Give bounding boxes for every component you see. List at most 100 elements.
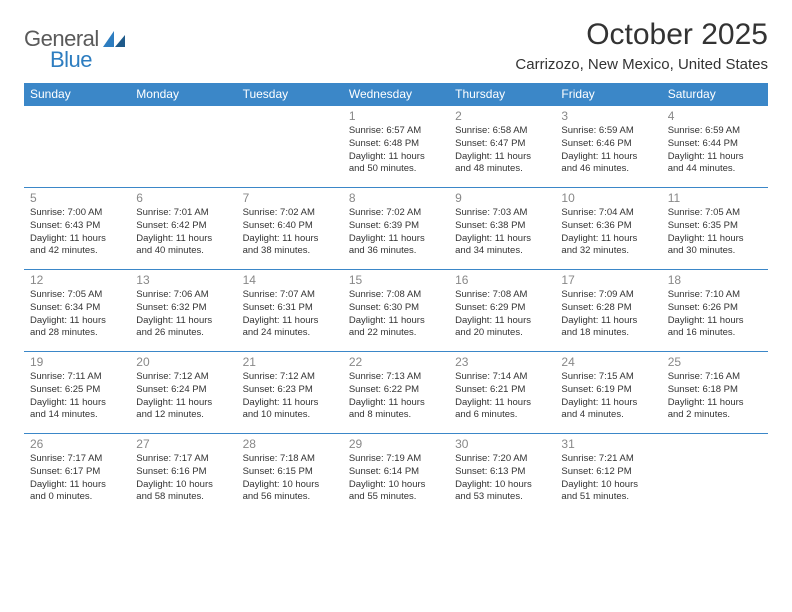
day-info: Sunrise: 6:57 AMSunset: 6:48 PMDaylight:… bbox=[349, 125, 443, 176]
day-cell: 24Sunrise: 7:15 AMSunset: 6:19 PMDayligh… bbox=[555, 352, 661, 434]
day-info: Sunrise: 7:21 AMSunset: 6:12 PMDaylight:… bbox=[561, 453, 655, 504]
day-cell: 12Sunrise: 7:05 AMSunset: 6:34 PMDayligh… bbox=[24, 270, 130, 352]
day-cell bbox=[662, 434, 768, 516]
day-info: Sunrise: 7:15 AMSunset: 6:19 PMDaylight:… bbox=[561, 371, 655, 422]
day-info: Sunrise: 7:03 AMSunset: 6:38 PMDaylight:… bbox=[455, 207, 549, 258]
day-number: 4 bbox=[668, 109, 762, 123]
day-number: 16 bbox=[455, 273, 549, 287]
day-cell: 10 Sunrise: 7:04 AMSunset: 6:36 PMDayligh… bbox=[555, 188, 661, 270]
day-info: Sunrise: 7:01 AMSunset: 6:42 PMDaylight:… bbox=[136, 207, 230, 258]
day-info: Sunrise: 7:16 AMSunset: 6:18 PMDaylight:… bbox=[668, 371, 762, 422]
day-info: Sunrise: 7:12 AMSunset: 6:24 PMDaylight:… bbox=[136, 371, 230, 422]
day-number: 7 bbox=[243, 191, 337, 205]
day-header-row: Sunday Monday Tuesday Wednesday Thursday… bbox=[24, 83, 768, 106]
day-cell: 7 Sunrise: 7:02 AMSunset: 6:40 PMDaylight… bbox=[237, 188, 343, 270]
day-info: Sunrise: 7:08 AMSunset: 6:30 PMDaylight:… bbox=[349, 289, 443, 340]
day-info: Sunrise: 7:09 AMSunset: 6:28 PMDaylight:… bbox=[561, 289, 655, 340]
day-info: Sunrise: 7:18 AMSunset: 6:15 PMDaylight:… bbox=[243, 453, 337, 504]
week-row: 5 Sunrise: 7:00 AMSunset: 6:43 PMDaylight… bbox=[24, 188, 768, 270]
day-number: 27 bbox=[136, 437, 230, 451]
day-info: Sunrise: 7:08 AMSunset: 6:29 PMDaylight:… bbox=[455, 289, 549, 340]
day-number: 2 bbox=[455, 109, 549, 123]
day-cell: 9 Sunrise: 7:03 AMSunset: 6:38 PMDaylight… bbox=[449, 188, 555, 270]
day-header-tuesday: Tuesday bbox=[237, 83, 343, 106]
week-row: 19Sunrise: 7:11 AMSunset: 6:25 PMDayligh… bbox=[24, 352, 768, 434]
day-number: 11 bbox=[668, 191, 762, 205]
day-number: 21 bbox=[243, 355, 337, 369]
week-row: 1 Sunrise: 6:57 AMSunset: 6:48 PMDaylight… bbox=[24, 106, 768, 188]
day-number: 20 bbox=[136, 355, 230, 369]
day-info: Sunrise: 7:04 AMSunset: 6:36 PMDaylight:… bbox=[561, 207, 655, 258]
title-block: October 2025 Carrizozo, New Mexico, Unit… bbox=[515, 18, 768, 73]
day-cell bbox=[24, 106, 130, 188]
day-info: Sunrise: 7:17 AMSunset: 6:16 PMDaylight:… bbox=[136, 453, 230, 504]
day-cell: 1 Sunrise: 6:57 AMSunset: 6:48 PMDaylight… bbox=[343, 106, 449, 188]
day-cell: 3Sunrise: 6:59 AMSunset: 6:46 PMDaylight… bbox=[555, 106, 661, 188]
day-number: 23 bbox=[455, 355, 549, 369]
day-info: Sunrise: 6:59 AMSunset: 6:44 PMDaylight:… bbox=[668, 125, 762, 176]
day-info: Sunrise: 7:07 AMSunset: 6:31 PMDaylight:… bbox=[243, 289, 337, 340]
day-info: Sunrise: 7:02 AMSunset: 6:39 PMDaylight:… bbox=[349, 207, 443, 258]
day-info: Sunrise: 6:59 AMSunset: 6:46 PMDaylight:… bbox=[561, 125, 655, 176]
day-number: 18 bbox=[668, 273, 762, 287]
logo-text-blue: Blue bbox=[24, 47, 92, 72]
day-cell: 15 Sunrise: 7:08 AMSunset: 6:30 PMDayligh… bbox=[343, 270, 449, 352]
day-number: 19 bbox=[30, 355, 124, 369]
calendar-table: Sunday Monday Tuesday Wednesday Thursday… bbox=[24, 83, 768, 516]
day-header-thursday: Thursday bbox=[449, 83, 555, 106]
location: Carrizozo, New Mexico, United States bbox=[515, 56, 768, 73]
day-cell: 29Sunrise: 7:19 AMSunset: 6:14 PMDayligh… bbox=[343, 434, 449, 516]
day-info: Sunrise: 7:20 AMSunset: 6:13 PMDaylight:… bbox=[455, 453, 549, 504]
day-cell: 28 Sunrise: 7:18 AMSunset: 6:15 PMDayligh… bbox=[237, 434, 343, 516]
day-cell: 18 Sunrise: 7:10 AMSunset: 6:26 PMDayligh… bbox=[662, 270, 768, 352]
day-cell bbox=[130, 106, 236, 188]
day-info: Sunrise: 7:10 AMSunset: 6:26 PMDaylight:… bbox=[668, 289, 762, 340]
day-cell: 5 Sunrise: 7:00 AMSunset: 6:43 PMDaylight… bbox=[24, 188, 130, 270]
day-number: 28 bbox=[243, 437, 337, 451]
day-cell: 26Sunrise: 7:17 AMSunset: 6:17 PMDayligh… bbox=[24, 434, 130, 516]
day-cell bbox=[237, 106, 343, 188]
day-header-sunday: Sunday bbox=[24, 83, 130, 106]
day-header-saturday: Saturday bbox=[662, 83, 768, 106]
day-header-friday: Friday bbox=[555, 83, 661, 106]
day-number: 22 bbox=[349, 355, 443, 369]
day-number: 12 bbox=[30, 273, 124, 287]
day-cell: 20 Sunrise: 7:12 AMSunset: 6:24 PMDayligh… bbox=[130, 352, 236, 434]
day-cell: 2 Sunrise: 6:58 AMSunset: 6:47 PMDaylight… bbox=[449, 106, 555, 188]
day-info: Sunrise: 7:14 AMSunset: 6:21 PMDaylight:… bbox=[455, 371, 549, 422]
day-cell: 21 Sunrise: 7:12 AMSunset: 6:23 PMDayligh… bbox=[237, 352, 343, 434]
day-cell: 19Sunrise: 7:11 AMSunset: 6:25 PMDayligh… bbox=[24, 352, 130, 434]
day-cell: 23 Sunrise: 7:14 AMSunset: 6:21 PMDayligh… bbox=[449, 352, 555, 434]
day-number: 5 bbox=[30, 191, 124, 205]
day-cell: 14Sunrise: 7:07 AMSunset: 6:31 PMDayligh… bbox=[237, 270, 343, 352]
day-cell: 16 Sunrise: 7:08 AMSunset: 6:29 PMDayligh… bbox=[449, 270, 555, 352]
logo-sail-icon bbox=[103, 31, 125, 47]
month-title: October 2025 bbox=[515, 18, 768, 52]
day-number: 15 bbox=[349, 273, 443, 287]
day-number: 10 bbox=[561, 191, 655, 205]
day-header-wednesday: Wednesday bbox=[343, 83, 449, 106]
day-number: 31 bbox=[561, 437, 655, 451]
day-info: Sunrise: 6:58 AMSunset: 6:47 PMDaylight:… bbox=[455, 125, 549, 176]
day-number: 1 bbox=[349, 109, 443, 123]
day-info: Sunrise: 7:05 AMSunset: 6:35 PMDaylight:… bbox=[668, 207, 762, 258]
day-info: Sunrise: 7:17 AMSunset: 6:17 PMDaylight:… bbox=[30, 453, 124, 504]
day-info: Sunrise: 7:19 AMSunset: 6:14 PMDaylight:… bbox=[349, 453, 443, 504]
day-cell: 31 Sunrise: 7:21 AMSunset: 6:12 PMDayligh… bbox=[555, 434, 661, 516]
day-number: 13 bbox=[136, 273, 230, 287]
day-number: 30 bbox=[455, 437, 549, 451]
day-number: 6 bbox=[136, 191, 230, 205]
day-info: Sunrise: 7:12 AMSunset: 6:23 PMDaylight:… bbox=[243, 371, 337, 422]
day-number: 8 bbox=[349, 191, 443, 205]
day-cell: 8 Sunrise: 7:02 AMSunset: 6:39 PMDaylight… bbox=[343, 188, 449, 270]
day-cell: 25 Sunrise: 7:16 AMSunset: 6:18 PMDayligh… bbox=[662, 352, 768, 434]
day-number: 9 bbox=[455, 191, 549, 205]
day-info: Sunrise: 7:13 AMSunset: 6:22 PMDaylight:… bbox=[349, 371, 443, 422]
day-info: Sunrise: 7:00 AMSunset: 6:43 PMDaylight:… bbox=[30, 207, 124, 258]
day-number: 25 bbox=[668, 355, 762, 369]
calendar-page: General October 2025 Carrizozo, New Mexi… bbox=[0, 0, 792, 612]
day-info: Sunrise: 7:02 AMSunset: 6:40 PMDaylight:… bbox=[243, 207, 337, 258]
week-row: 26Sunrise: 7:17 AMSunset: 6:17 PMDayligh… bbox=[24, 434, 768, 516]
week-row: 12Sunrise: 7:05 AMSunset: 6:34 PMDayligh… bbox=[24, 270, 768, 352]
day-info: Sunrise: 7:06 AMSunset: 6:32 PMDaylight:… bbox=[136, 289, 230, 340]
